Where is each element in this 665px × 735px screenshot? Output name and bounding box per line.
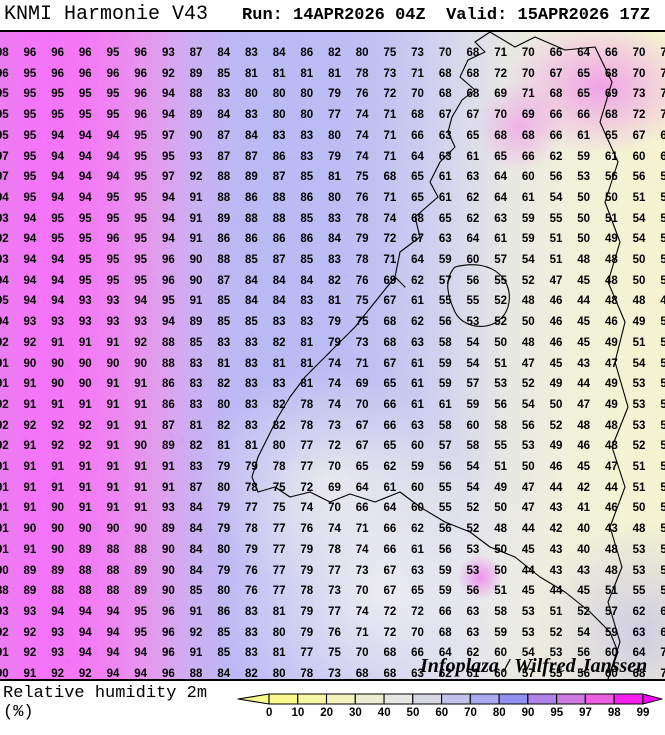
svg-text:98: 98	[608, 707, 621, 719]
svg-text:50: 50	[407, 707, 420, 719]
svg-text:97: 97	[579, 707, 592, 719]
svg-text:60: 60	[435, 707, 448, 719]
svg-text:80: 80	[493, 707, 506, 719]
svg-text:70: 70	[464, 707, 477, 719]
svg-text:0: 0	[266, 707, 272, 719]
svg-text:90: 90	[522, 707, 535, 719]
svg-text:10: 10	[292, 707, 305, 719]
svg-text:30: 30	[349, 707, 362, 719]
svg-text:99: 99	[637, 707, 650, 719]
svg-text:20: 20	[320, 707, 333, 719]
svg-text:40: 40	[378, 707, 391, 719]
svg-text:95: 95	[550, 707, 563, 719]
